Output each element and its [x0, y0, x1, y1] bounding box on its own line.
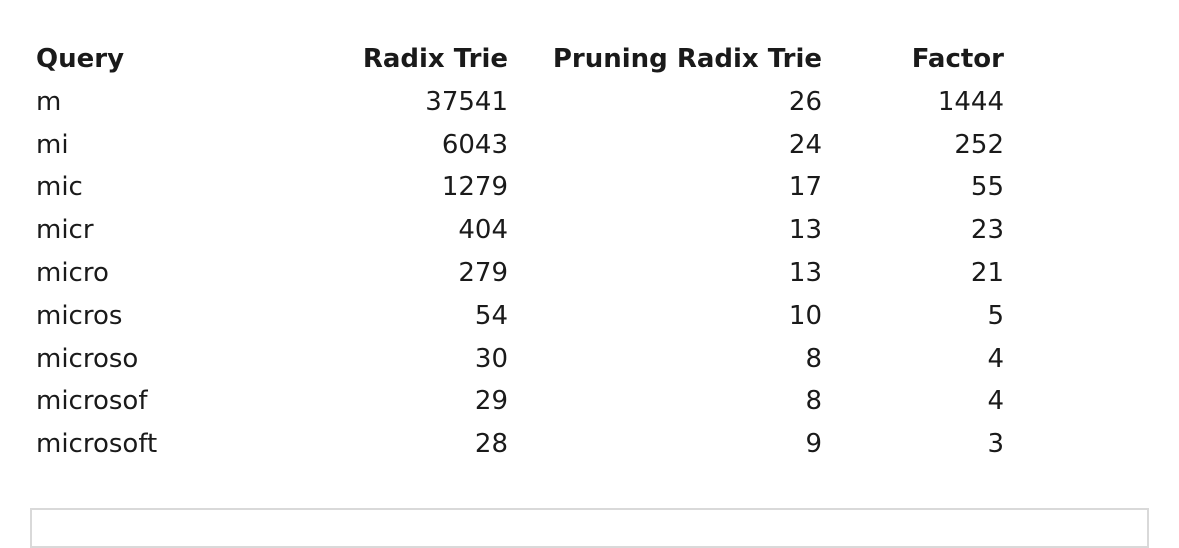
- cell-radix-trie: 6043: [441, 129, 508, 160]
- cell-query: micr: [36, 215, 94, 246]
- cell-factor: 4: [987, 343, 1004, 374]
- table-row: microso 30 8 4: [36, 338, 1004, 381]
- cell-pruning-radix-trie: 17: [788, 172, 822, 203]
- cell-factor: 4: [987, 386, 1004, 417]
- cell-factor: 23: [970, 215, 1004, 246]
- cell-query: microso: [36, 343, 139, 374]
- cell-pruning-radix-trie: 13: [788, 257, 822, 288]
- cell-pruning-radix-trie: 26: [788, 86, 822, 117]
- bottom-panel: [30, 508, 1149, 548]
- cell-query: mi: [36, 129, 69, 160]
- table-row: microsoft 28 9 3: [36, 423, 1004, 466]
- cell-query: micros: [36, 300, 123, 331]
- cell-query: m: [36, 86, 62, 117]
- cell-pruning-radix-trie: 10: [788, 300, 822, 331]
- cell-pruning-radix-trie: 13: [788, 215, 822, 246]
- cell-radix-trie: 37541: [425, 86, 508, 117]
- cell-pruning-radix-trie: 9: [805, 429, 822, 460]
- cell-radix-trie: 28: [474, 429, 508, 460]
- cell-radix-trie: 404: [458, 215, 508, 246]
- results-table: Query Radix Trie Pruning Radix Trie Fact…: [36, 38, 1004, 466]
- table-row: micr 404 13 23: [36, 209, 1004, 252]
- cell-query: micro: [36, 257, 109, 288]
- table-row: m 37541 26 1444: [36, 81, 1004, 124]
- header-pruning-radix-trie: Pruning Radix Trie: [552, 44, 822, 74]
- table-row: microsof 29 8 4: [36, 380, 1004, 423]
- table-row: mic 1279 17 55: [36, 166, 1004, 209]
- cell-pruning-radix-trie: 8: [805, 343, 822, 374]
- cell-radix-trie: 54: [474, 300, 508, 331]
- cell-query: mic: [36, 172, 83, 203]
- cell-factor: 252: [954, 129, 1004, 160]
- table-row: micro 279 13 21: [36, 252, 1004, 295]
- cell-query: microsoft: [36, 429, 158, 460]
- cell-factor: 5: [987, 300, 1004, 331]
- header-factor: Factor: [911, 44, 1004, 74]
- cell-factor: 21: [970, 257, 1004, 288]
- cell-pruning-radix-trie: 8: [805, 386, 822, 417]
- table-body: m 37541 26 1444 mi 6043 24 252 mic 1279 17 55 micr 40…: [36, 81, 1004, 466]
- cell-factor: 3: [987, 429, 1004, 460]
- header-query: Query: [36, 44, 125, 74]
- cell-radix-trie: 30: [474, 343, 508, 374]
- cell-radix-trie: 1279: [441, 172, 508, 203]
- cell-query: microsof: [36, 386, 148, 417]
- header-radix-trie: Radix Trie: [362, 44, 508, 74]
- cell-pruning-radix-trie: 24: [788, 129, 822, 160]
- cell-radix-trie: 279: [458, 257, 508, 288]
- cell-factor: 55: [970, 172, 1004, 203]
- cell-factor: 1444: [937, 86, 1004, 117]
- table-row: mi 6043 24 252: [36, 124, 1004, 167]
- cell-radix-trie: 29: [474, 386, 508, 417]
- table-row: micros 54 10 5: [36, 295, 1004, 338]
- table-header-row: Query Radix Trie Pruning Radix Trie Fact…: [36, 38, 1004, 81]
